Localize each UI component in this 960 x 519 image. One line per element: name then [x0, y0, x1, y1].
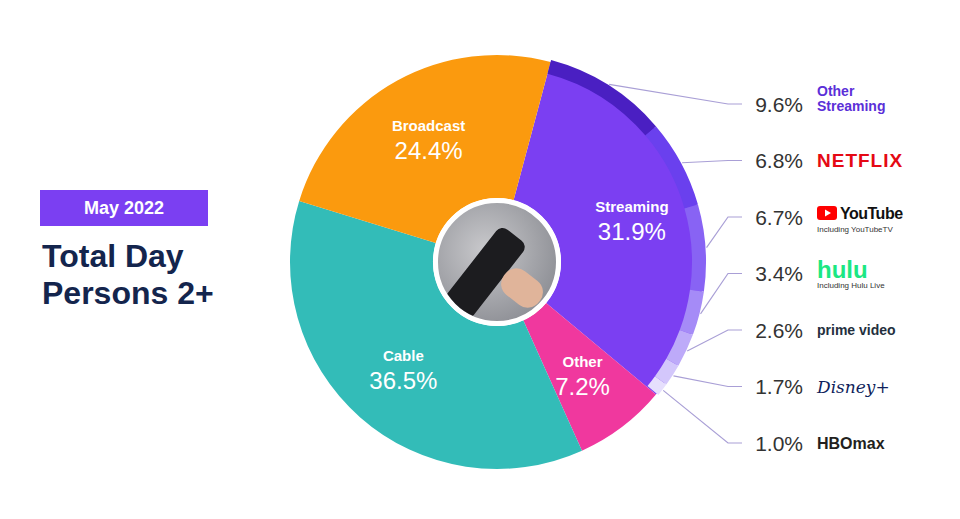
html-text:May 2022: May 2022	[84, 197, 164, 218]
svg-text:6.8%: 6.8%	[755, 149, 803, 172]
svg-text:Disney+: Disney+	[816, 377, 890, 397]
svg-text:Other: Other	[563, 353, 603, 370]
svg-text:31.9%: 31.9%	[598, 218, 666, 245]
svg-text:9.6%: 9.6%	[755, 93, 803, 116]
svg-text:Cable: Cable	[383, 347, 424, 364]
svg-text:1.0%: 1.0%	[755, 432, 803, 455]
svg-text:YouTube: YouTube	[840, 205, 903, 222]
svg-text:Including Hulu Live: Including Hulu Live	[817, 281, 885, 290]
svg-text:1.7%: 1.7%	[755, 375, 803, 398]
svg-text:hulu: hulu	[817, 256, 868, 283]
svg-text:prime video: prime video	[817, 322, 896, 338]
svg-text:Including YouTubeTV: Including YouTubeTV	[817, 225, 893, 234]
svg-text:NETFLIX: NETFLIX	[817, 150, 903, 171]
svg-text:36.5%: 36.5%	[369, 367, 437, 394]
svg-text:Broadcast: Broadcast	[392, 117, 465, 134]
svg-text:6.7%: 6.7%	[755, 206, 803, 229]
svg-text:HBOmax: HBOmax	[817, 435, 885, 452]
svg-text:Streaming: Streaming	[595, 198, 668, 215]
svg-text:OtherStreaming: OtherStreaming	[817, 83, 885, 114]
svg-text:24.4%: 24.4%	[395, 137, 463, 164]
svg-text:3.4%: 3.4%	[755, 262, 803, 285]
svg-text:2.6%: 2.6%	[755, 319, 803, 342]
svg-text:7.2%: 7.2%	[555, 373, 610, 400]
html-text:Total Day Persons 2+: Total Day Persons 2+	[42, 238, 214, 311]
